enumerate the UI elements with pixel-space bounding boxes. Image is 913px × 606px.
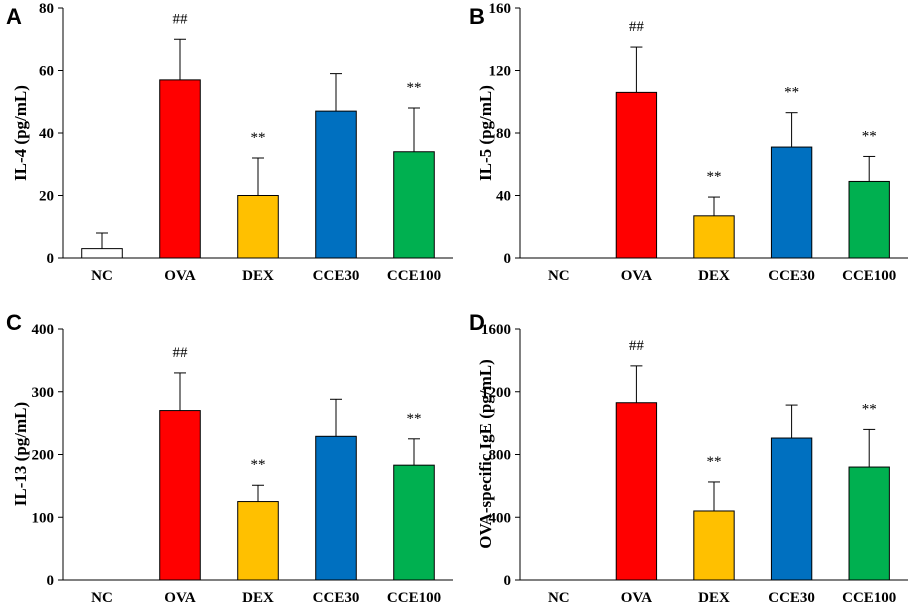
y-tick-label: 0 [47,251,55,267]
x-tick-label: DEX [242,268,274,284]
x-tick-label: DEX [242,590,274,606]
bar-cce100 [393,151,435,259]
panel-a: A IL-4 (pg/mL) 0 20 40 60 80 NC OVA ## DEX ** CCE30 C… [6,1,453,284]
panel-letter: B [469,4,485,29]
x-tick-label: NC [91,590,113,606]
significance-label: ** [784,85,799,101]
bar-ova [615,402,658,581]
y-tick-label: 160 [489,1,512,17]
x-tick-label: NC [548,590,570,606]
bar-ova [159,79,201,259]
panel-d: D OVA-specific IgE (pg/mL) 0 400 800 1200 1600… [469,310,908,606]
x-tick-label: NC [91,268,113,284]
x-tick-label: CCE100 [842,590,896,606]
x-tick-label: CCE100 [387,268,441,284]
significance-label: ** [407,411,422,427]
x-tick-label: CCE100 [842,268,896,284]
y-tick-label: 100 [32,510,55,526]
y-tick-label: 400 [489,510,512,526]
bar-dex [693,510,735,581]
x-tick-label: CCE30 [313,268,360,284]
y-axis-label: IL-13 (pg/mL) [11,402,30,506]
significance-label: ** [251,457,266,473]
y-tick-label: 800 [489,448,512,464]
x-tick-label: OVA [164,268,196,284]
bar-cce100 [848,466,890,581]
significance-label: ** [407,80,422,96]
panel-letter: A [6,4,22,29]
panel-b: B IL-5 (pg/mL) 0 40 80 120 160 NC OVA ## DEX ** CCE3… [469,1,908,284]
y-tick-label: 1200 [481,385,511,401]
significance-label: ## [173,345,189,361]
bar-cce30 [315,110,357,259]
significance-label: ** [707,454,722,470]
significance-label: ** [862,128,877,144]
bar-ova [159,410,201,581]
panel-letter: D [469,310,485,335]
y-tick-label: 400 [32,322,55,338]
significance-label: ** [707,169,722,185]
y-tick-label: 60 [39,64,54,80]
bar-cce30 [315,435,357,581]
bar-dex [237,501,279,581]
x-tick-label: CCE30 [313,590,360,606]
y-tick-label: 80 [496,126,511,142]
y-tick-label: 300 [32,385,55,401]
bar-cce30 [770,437,813,581]
significance-label: ## [173,11,189,27]
y-tick-label: 0 [47,573,55,589]
significance-label: ## [629,338,645,354]
y-tick-label: 40 [496,189,511,205]
panel-c: C IL-13 (pg/mL) 0 100 200 300 400 NC OVA ## DEX ** C… [6,310,453,606]
y-axis-label: OVA-specific IgE (pg/mL) [476,359,495,549]
bar-dex [693,215,735,259]
significance-label: ** [862,401,877,417]
bar-dex [237,195,279,259]
y-axis-label: IL-4 (pg/mL) [11,85,30,181]
y-tick-label: 20 [39,189,54,205]
bar-cce100 [393,464,435,581]
y-tick-label: 80 [39,1,54,17]
y-tick-label: 120 [489,64,512,80]
y-tick-label: 40 [39,126,54,142]
x-tick-label: OVA [621,590,653,606]
x-tick-label: DEX [698,590,730,606]
bar-cce100 [848,180,890,259]
y-tick-label: 200 [32,448,55,464]
x-tick-label: CCE100 [387,590,441,606]
x-tick-label: CCE30 [768,268,815,284]
x-tick-label: DEX [698,268,730,284]
bar-cce30 [770,146,813,259]
significance-label: ## [629,19,645,35]
x-tick-label: CCE30 [768,590,815,606]
x-tick-label: OVA [621,268,653,284]
y-tick-label: 1600 [481,322,511,338]
bar-nc [81,248,123,259]
x-tick-label: NC [548,268,570,284]
y-tick-label: 0 [504,573,512,589]
bar-ova [615,91,658,259]
panel-letter: C [6,310,22,335]
y-tick-label: 0 [504,251,512,267]
y-axis-label: IL-5 (pg/mL) [476,85,495,181]
x-tick-label: OVA [164,590,196,606]
significance-label: ** [251,130,266,146]
